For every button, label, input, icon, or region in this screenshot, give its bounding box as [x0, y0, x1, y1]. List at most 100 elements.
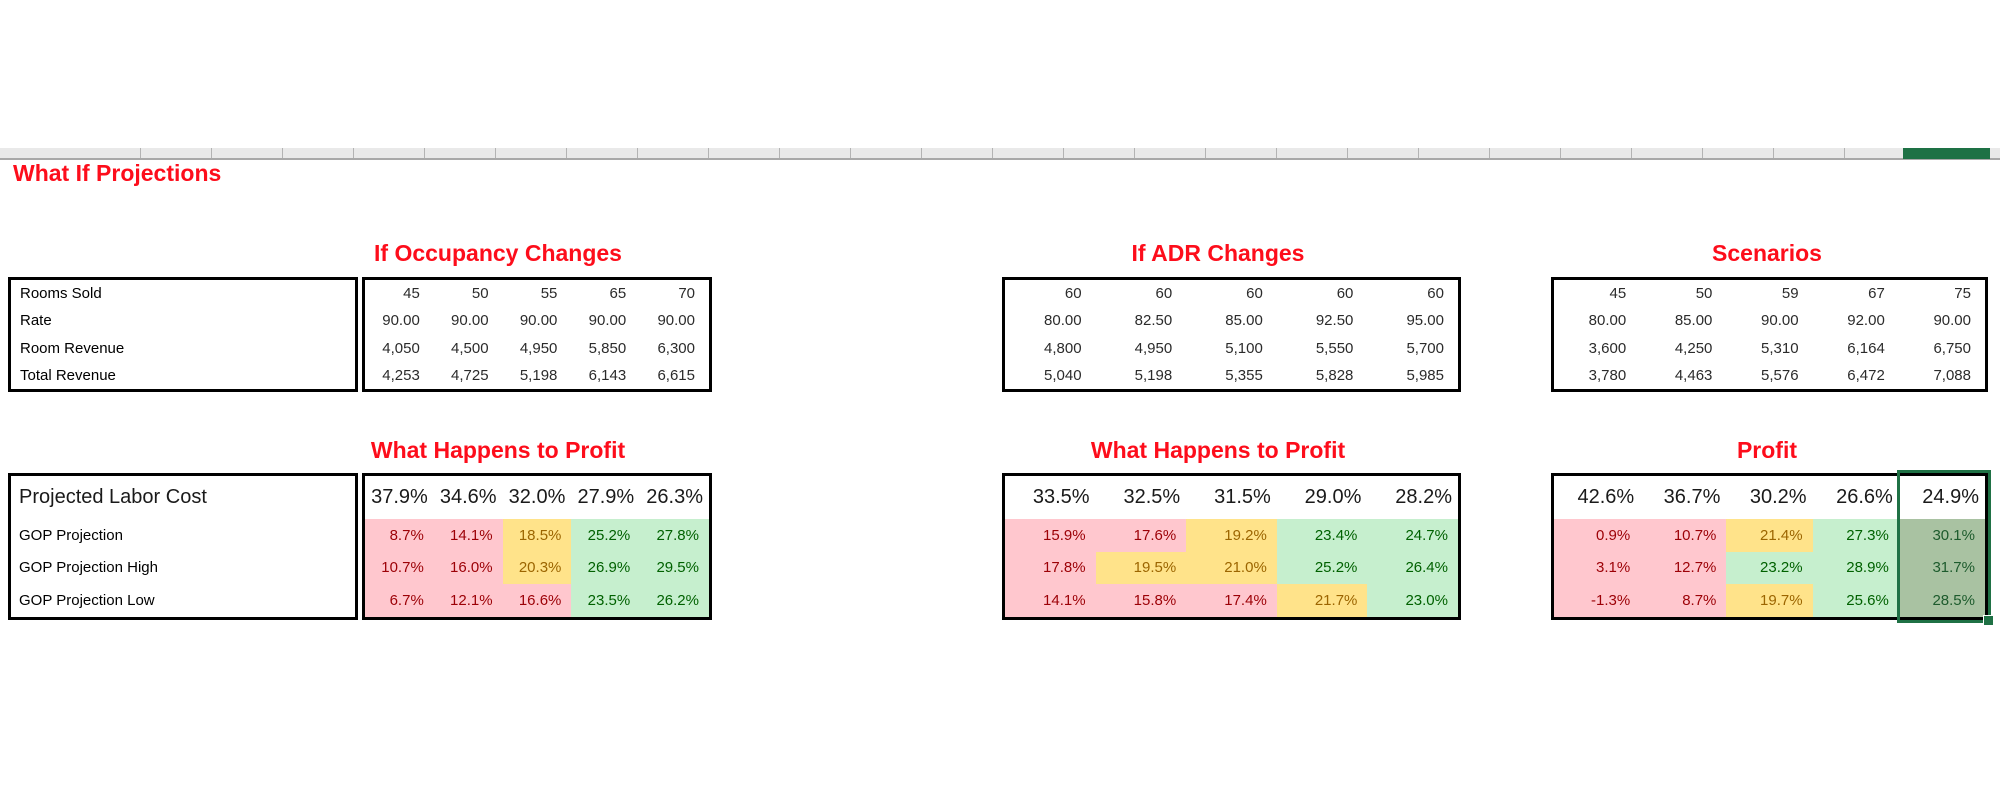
cell[interactable]: 5,198 — [519, 366, 558, 384]
cell[interactable]: 60 — [1336, 285, 1354, 303]
cell[interactable]: 6,143 — [588, 366, 627, 384]
row-label-gop-high[interactable]: GOP Projection High — [19, 559, 158, 577]
row-label-gop-low[interactable]: GOP Projection Low — [19, 592, 155, 610]
gop-cell[interactable]: 14.1% — [433, 519, 503, 552]
cell[interactable]: 3,600 — [1588, 339, 1627, 357]
table-title-occupancy[interactable]: If Occupancy Changes — [374, 240, 622, 266]
cell[interactable]: 80.00 — [1044, 312, 1082, 330]
cell[interactable]: 92.50 — [1315, 312, 1354, 330]
labor-cost-header-cell[interactable]: 42.6% — [1554, 476, 1641, 519]
cell[interactable]: 5,985 — [1406, 366, 1444, 384]
gop-cell[interactable]: 21.7% — [1276, 584, 1368, 617]
gop-cell[interactable]: 0.9% — [1554, 519, 1641, 552]
cell[interactable]: 4,250 — [1674, 339, 1713, 357]
gop-cell[interactable]: 19.7% — [1726, 584, 1813, 617]
cell[interactable]: 90.00 — [451, 312, 489, 330]
gop-cell[interactable]: 25.2% — [571, 519, 641, 552]
gop-cell[interactable]: 16.0% — [433, 551, 503, 585]
cell[interactable]: 85.00 — [1674, 312, 1713, 330]
gop-cell[interactable]: 27.8% — [640, 519, 709, 552]
labor-cost-header-cell[interactable]: 31.5% — [1186, 476, 1277, 519]
projected-labor-cost-label[interactable]: Projected Labor Cost — [19, 486, 207, 508]
cell[interactable]: 90.00 — [657, 312, 695, 330]
gop-cell[interactable]: 16.6% — [502, 584, 572, 617]
gop-cell[interactable]: 23.2% — [1726, 551, 1813, 585]
gop-cell[interactable]: 6.7% — [365, 584, 434, 617]
row-label-gop[interactable]: GOP Projection — [19, 526, 123, 544]
cell[interactable]: 75 — [1954, 285, 1971, 303]
cell[interactable]: 85.00 — [1225, 312, 1263, 330]
cell[interactable]: 50 — [1695, 285, 1713, 303]
cell[interactable]: 65 — [609, 285, 627, 303]
gop-cell[interactable]: 21.4% — [1726, 519, 1813, 552]
gop-cell[interactable]: 19.5% — [1095, 551, 1187, 585]
gop-cell[interactable]: 12.7% — [1640, 551, 1727, 585]
gop-cell[interactable]: 14.1% — [1005, 584, 1096, 617]
cell[interactable]: 4,500 — [451, 339, 489, 357]
column-header-strip[interactable] — [0, 148, 2000, 160]
cell[interactable]: 6,472 — [1847, 366, 1885, 384]
labor-cost-header-cell[interactable]: 26.6% — [1812, 476, 1899, 519]
gop-cell[interactable]: 15.8% — [1095, 584, 1187, 617]
labor-cost-header-cell[interactable]: 34.6% — [433, 476, 503, 519]
gop-cell[interactable]: 23.4% — [1276, 519, 1368, 552]
cell[interactable]: 6,300 — [657, 339, 695, 357]
gop-cell[interactable]: 23.5% — [571, 584, 641, 617]
cell[interactable]: 6,164 — [1847, 339, 1885, 357]
cell[interactable]: 4,463 — [1674, 366, 1713, 384]
gop-cell[interactable]: 26.9% — [571, 551, 641, 585]
cell[interactable]: 45 — [403, 285, 420, 303]
gop-cell[interactable]: 15.9% — [1005, 519, 1096, 552]
gop-cell[interactable]: 17.8% — [1005, 551, 1096, 585]
gop-cell[interactable]: 27.3% — [1812, 519, 1899, 552]
cell[interactable]: 55 — [540, 285, 558, 303]
gop-cell[interactable]: 3.1% — [1554, 551, 1641, 585]
cell[interactable]: 60 — [1427, 285, 1444, 303]
row-label[interactable]: Rate — [20, 312, 52, 330]
gop-cell[interactable]: 31.7% — [1898, 551, 1985, 585]
cell[interactable]: 5,198 — [1134, 366, 1173, 384]
cell[interactable]: 90.00 — [382, 312, 420, 330]
gop-cell[interactable]: 19.2% — [1186, 519, 1277, 552]
cell[interactable]: 5,100 — [1225, 339, 1263, 357]
gop-cell[interactable]: 26.2% — [640, 584, 709, 617]
cell[interactable]: 6,750 — [1933, 339, 1971, 357]
cell[interactable]: 90.00 — [588, 312, 627, 330]
cell[interactable]: 6,615 — [657, 366, 695, 384]
labor-cost-header-cell[interactable]: 32.5% — [1095, 476, 1187, 519]
gop-cell[interactable]: 12.1% — [433, 584, 503, 617]
gop-cell[interactable]: 18.5% — [502, 519, 572, 552]
cell[interactable]: 4,725 — [451, 366, 489, 384]
gop-cell[interactable]: 28.5% — [1898, 584, 1985, 617]
labor-cost-header-cell[interactable]: 28.2% — [1367, 476, 1458, 519]
gop-cell[interactable]: 17.4% — [1186, 584, 1277, 617]
cell[interactable]: 90.00 — [1933, 312, 1971, 330]
cell[interactable]: 4,800 — [1044, 339, 1082, 357]
cell[interactable]: 5,040 — [1044, 366, 1082, 384]
cell[interactable]: 60 — [1246, 285, 1263, 303]
cell[interactable]: 90.00 — [519, 312, 558, 330]
labor-cost-header-cell[interactable]: 33.5% — [1005, 476, 1096, 519]
cell[interactable]: 60 — [1155, 285, 1173, 303]
cell[interactable]: 50 — [471, 285, 489, 303]
cell[interactable]: 59 — [1781, 285, 1799, 303]
gop-cell[interactable]: 28.9% — [1812, 551, 1899, 585]
cell[interactable]: 5,310 — [1761, 339, 1799, 357]
gop-cell[interactable]: 25.2% — [1276, 551, 1368, 585]
gop-cell[interactable]: 29.5% — [640, 551, 709, 585]
labor-cost-header-cell[interactable]: 32.0% — [502, 476, 572, 519]
cell[interactable]: 5,828 — [1315, 366, 1354, 384]
cell[interactable]: 7,088 — [1933, 366, 1971, 384]
table-title-adr[interactable]: If ADR Changes — [1131, 240, 1305, 266]
gop-cell[interactable]: 25.6% — [1812, 584, 1899, 617]
cell[interactable]: 67 — [1868, 285, 1885, 303]
gop-cell[interactable]: 21.0% — [1186, 551, 1277, 585]
labor-cost-header-cell[interactable]: 37.9% — [365, 476, 434, 519]
gop-cell[interactable]: 20.3% — [502, 551, 572, 585]
row-label[interactable]: Room Revenue — [20, 339, 125, 357]
page-title[interactable]: What If Projections — [13, 160, 222, 186]
gop-cell[interactable]: 8.7% — [1640, 584, 1727, 617]
cell[interactable]: 90.00 — [1761, 312, 1799, 330]
gop-cell[interactable]: 8.7% — [365, 519, 434, 552]
selected-column-header[interactable] — [1903, 148, 1990, 159]
